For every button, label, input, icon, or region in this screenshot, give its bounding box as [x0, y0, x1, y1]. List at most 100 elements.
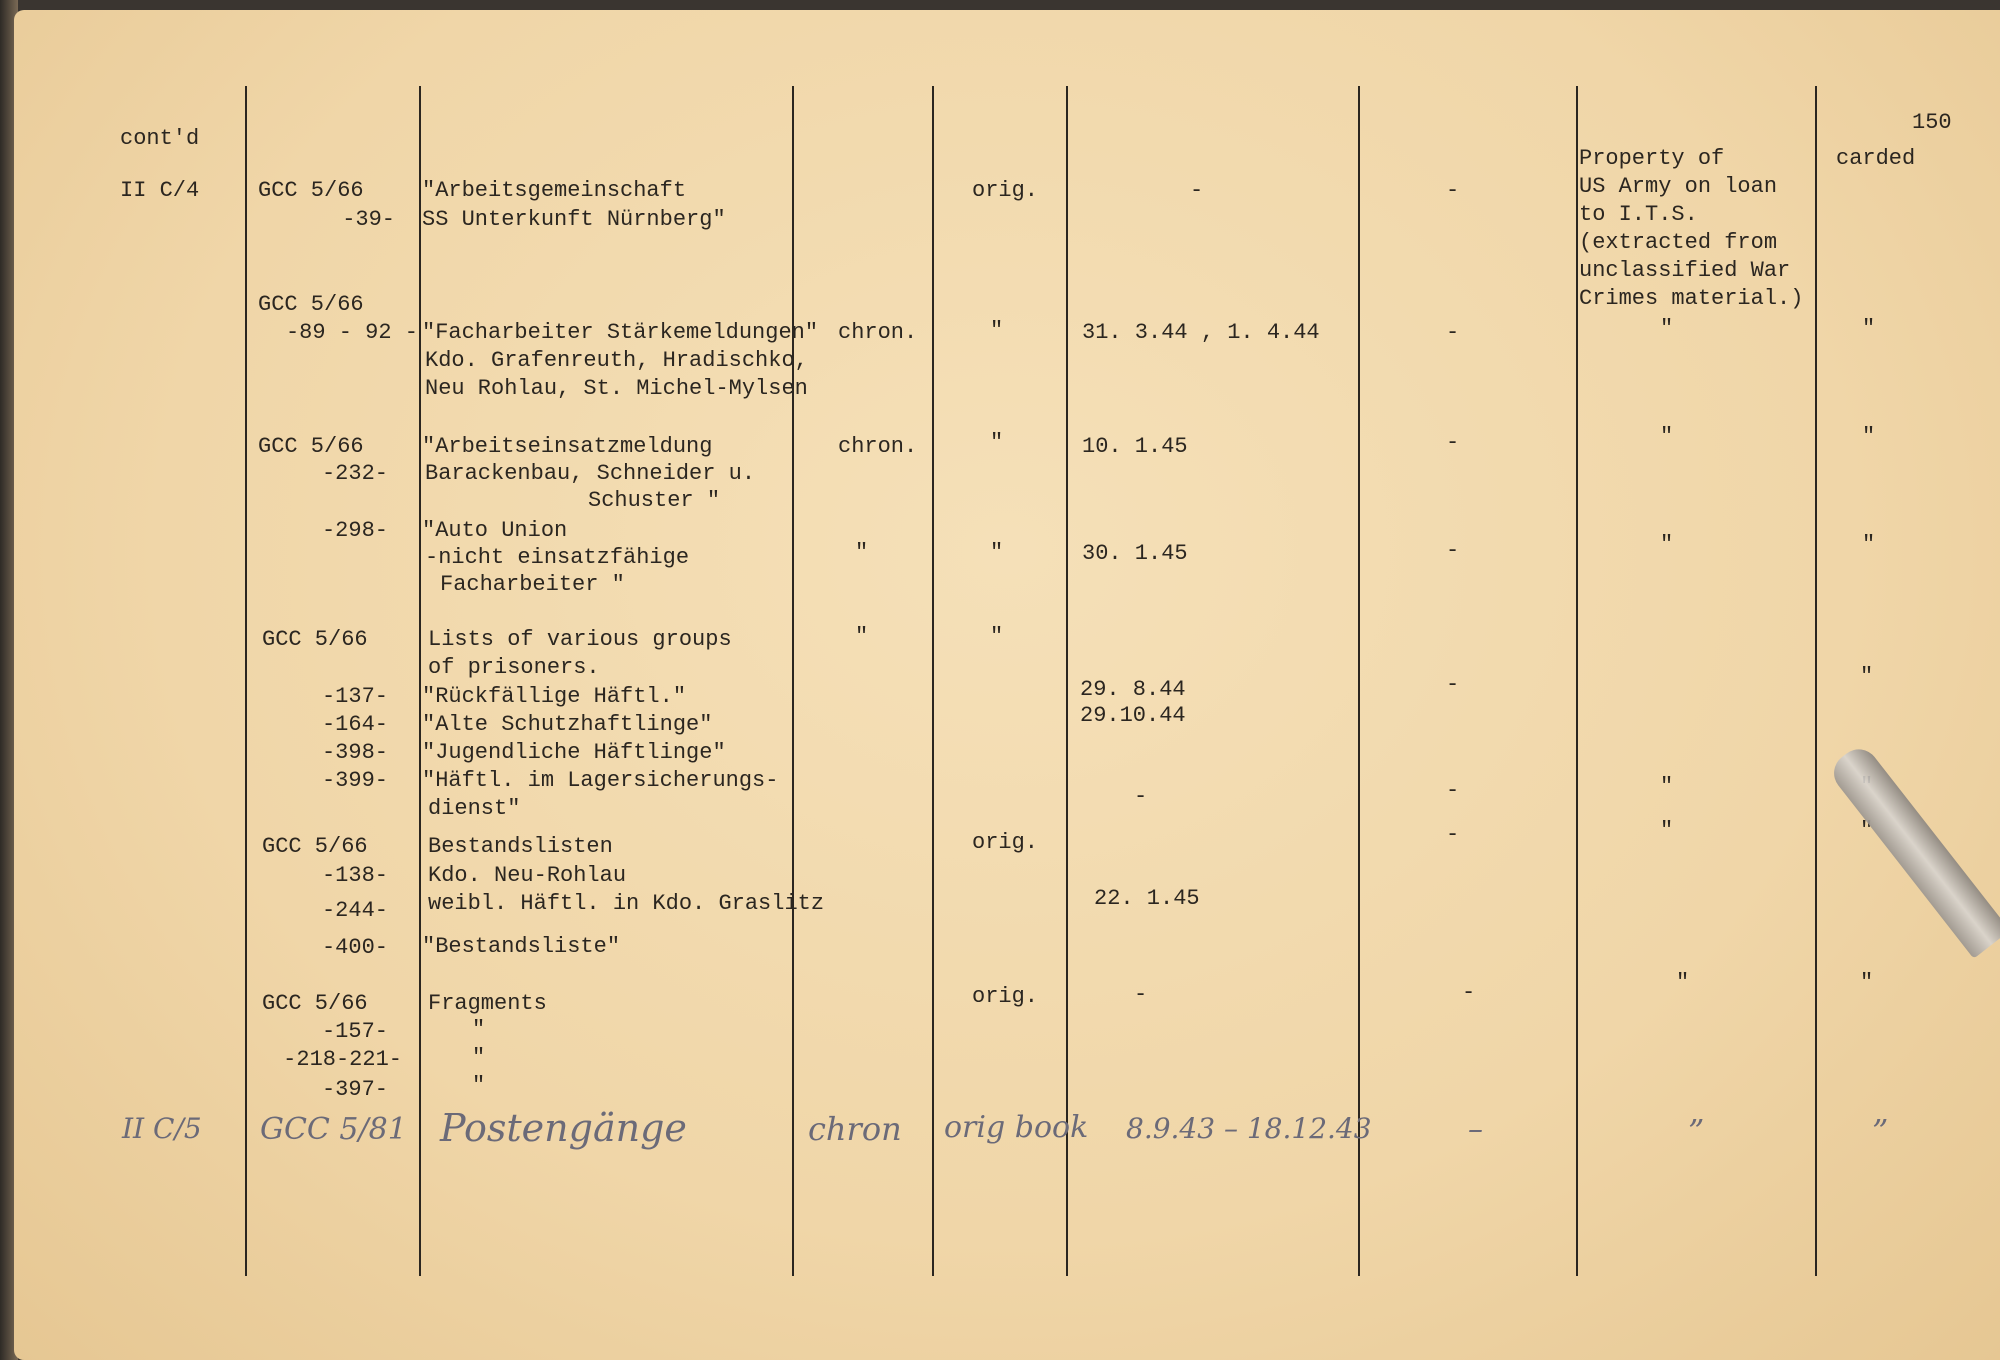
file-ref: GCC 5/66 [262, 834, 368, 859]
file-sub-ref: -397- [321, 1077, 388, 1102]
book-binding [0, 0, 18, 1360]
description: "Facharbeiter Stärkemeldungen" [422, 320, 819, 345]
column-rule [1066, 86, 1068, 1276]
ditto: " [472, 1073, 486, 1098]
file-sub-ref: -399- [321, 768, 388, 793]
ditto: " [990, 540, 1004, 565]
description: Kdo. Neu-Rohlau [428, 863, 627, 888]
property-note-line: (extracted from [1579, 230, 1778, 255]
file-ref: GCC 5/66 [262, 991, 368, 1016]
section-code: II C/4 [120, 178, 200, 203]
description: Kdo. Grafenreuth, Hradischko, [425, 348, 808, 373]
ditto: " [1860, 664, 1874, 689]
date: 10. 1.45 [1082, 434, 1188, 459]
ditto: " [1660, 818, 1674, 843]
file-sub-ref: -400- [321, 935, 388, 960]
description: Lists of various groups [428, 627, 732, 652]
column-rule [932, 86, 934, 1276]
ditto: " [1660, 316, 1674, 341]
date-dash: - [1134, 982, 1148, 1007]
ledger-page [14, 10, 2000, 1360]
date: 29. 8.44 [1080, 677, 1186, 702]
property-note-line: Crimes material.) [1579, 286, 1804, 311]
carded-header: carded [1836, 146, 1916, 171]
description: "Arbeitseinsatzmeldung [422, 434, 713, 459]
column-rule [1815, 86, 1817, 1276]
handwritten-section: II C/5 [122, 1112, 202, 1145]
col6-dash: - [1446, 822, 1460, 847]
description: "Alte Schutzhaftlinge" [422, 712, 713, 737]
column-rule [419, 86, 421, 1276]
col6-dash: - [1446, 320, 1460, 345]
description: Barackenbau, Schneider u. [425, 461, 756, 486]
property-note-line: unclassified War [1579, 258, 1791, 283]
file-sub-ref: -138- [321, 863, 388, 888]
file-sub-ref: -157- [321, 1019, 388, 1044]
handwritten-carded: ” [1872, 1112, 1889, 1150]
ditto: " [1660, 424, 1674, 449]
ditto: " [1860, 970, 1874, 995]
ditto: " [472, 1045, 486, 1070]
description: "Jugendliche Häftlinge" [422, 740, 726, 765]
description: "Arbeitsgemeinschaft [422, 178, 687, 203]
description: Facharbeiter " [440, 572, 625, 597]
column-rule [1358, 86, 1360, 1276]
file-ref: GCC 5/66 [258, 292, 364, 317]
file-ref: GCC 5/66 [258, 178, 364, 203]
ditto: " [990, 624, 1004, 649]
file-sub-ref: -164- [321, 712, 388, 737]
contd-label: cont'd [120, 126, 200, 151]
description: -nicht einsatzfähige [425, 545, 690, 570]
ditto: " [1660, 532, 1674, 557]
ditto: " [472, 1017, 486, 1042]
date: 31. 3.44 , 1. 4.44 [1082, 320, 1320, 345]
description: "Rückfällige Häftl." [422, 684, 687, 709]
type: chron. [838, 320, 918, 345]
description: Neu Rohlau, St. Michel-Mylsen [425, 376, 808, 401]
orig-marker: orig. [972, 830, 1039, 855]
orig-marker: orig. [972, 984, 1039, 1009]
orig-marker: orig. [972, 178, 1039, 203]
ditto: " [1862, 316, 1876, 341]
file-sub-ref: -39- [342, 207, 395, 232]
description: "Häftl. im Lagersicherungs- [422, 768, 779, 793]
file-sub-ref: -244- [321, 898, 388, 923]
date-dash: - [1190, 178, 1204, 203]
handwritten-orig: orig book [944, 1110, 1089, 1145]
ditto: " [1862, 532, 1876, 557]
col6-dash: - [1446, 672, 1460, 697]
description: "Bestandsliste" [422, 934, 621, 959]
description: "Auto Union [422, 518, 568, 543]
handwritten-col6: – [1468, 1112, 1483, 1147]
ditto: " [855, 624, 869, 649]
description: of prisoners. [428, 655, 600, 680]
date: 30. 1.45 [1082, 541, 1188, 566]
ditto: " [1660, 774, 1674, 799]
col6-dash: - [1462, 980, 1476, 1005]
description: Fragments [428, 991, 547, 1016]
col6-dash: - [1446, 778, 1460, 803]
file-sub-ref: -398- [321, 740, 388, 765]
property-note-line: to I.T.S. [1579, 202, 1698, 227]
file-sub-ref: -137- [321, 684, 388, 709]
handwritten-type: chron [808, 1110, 902, 1148]
date: 22. 1.45 [1094, 886, 1200, 911]
property-note-line: Property of [1579, 146, 1725, 171]
description: Bestandslisten [428, 834, 613, 859]
description: Schuster " [588, 488, 721, 513]
page-number: 150 [1912, 110, 1952, 135]
file-sub-ref: -298- [321, 518, 388, 543]
file-sub-ref: -232- [321, 461, 388, 486]
description: weibl. Häftl. in Kdo. Graslitz [428, 891, 825, 916]
property-note-line: US Army on loan [1579, 174, 1778, 199]
type: chron. [838, 434, 918, 459]
description: SS Unterkunft Nürnberg" [422, 207, 726, 232]
date-dash: - [1134, 784, 1148, 809]
date: 29.10.44 [1080, 703, 1186, 728]
column-rule [1576, 86, 1578, 1276]
ditto: " [990, 430, 1004, 455]
ditto: " [1676, 970, 1690, 995]
handwritten-prop: ” [1688, 1112, 1705, 1150]
handwritten-date: 8.9.43 – 18.12.43 [1126, 1112, 1372, 1145]
file-ref: GCC 5/66 [262, 627, 368, 652]
